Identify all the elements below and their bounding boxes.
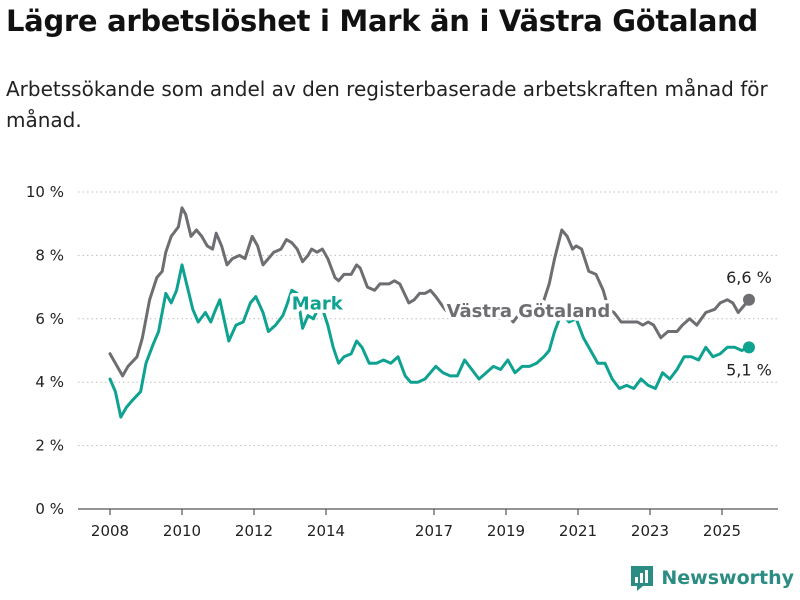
series-label-mark-halo: Mark [292, 293, 344, 314]
brand-name: Newsworthy [661, 567, 794, 589]
series-label-vastra-gotaland-halo: Västra Götaland [447, 301, 611, 322]
x-tick-label: 2019 [487, 522, 525, 540]
series-line-mark [108, 263, 751, 419]
x-tick-label: 2021 [559, 522, 597, 540]
newsworthy-brand: Newsworthy [629, 564, 794, 592]
y-tick-label: 10 % [26, 183, 64, 201]
x-tick-label: 2025 [703, 522, 741, 540]
grid [78, 191, 778, 447]
x-tick-label: 2014 [307, 522, 345, 540]
series-line-v-stra-g-taland [108, 206, 751, 378]
y-tick-label: 0 % [35, 500, 64, 518]
end-point-v-stra-g-taland [743, 293, 755, 306]
series-lines [108, 206, 755, 419]
chart-subtitle: Arbetssökande som andel av den registerb… [6, 77, 768, 132]
y-tick-label: 6 % [35, 310, 64, 328]
x-tick-label: 2010 [163, 522, 201, 540]
end-point-mark [743, 341, 755, 354]
end-value-label-mark: 5,1 % [726, 360, 772, 379]
x-tick-label: 2008 [91, 522, 129, 540]
x-tick-label: 2023 [631, 522, 669, 540]
series-label-vastra-gotaland: Västra Götaland [447, 301, 611, 322]
x-tick-label: 2012 [235, 522, 273, 540]
end-value-label-vastra-gotaland: 6,6 % [726, 268, 772, 287]
x-tick-label: 2017 [415, 522, 453, 540]
y-tick-label: 8 % [35, 246, 64, 264]
series-label-mark: Mark [292, 293, 344, 314]
newsworthy-logo-icon [631, 566, 654, 591]
axes: 0 % 2 % 4 % 6 % 8 % 10 % 2008 2010 2012 2014 2017 2… [26, 183, 778, 540]
y-tick-label: 4 % [35, 373, 64, 391]
chart-title: Lägre arbetslöshet i Mark än i Västra Gö… [6, 4, 758, 38]
y-tick-label: 2 % [35, 437, 64, 455]
